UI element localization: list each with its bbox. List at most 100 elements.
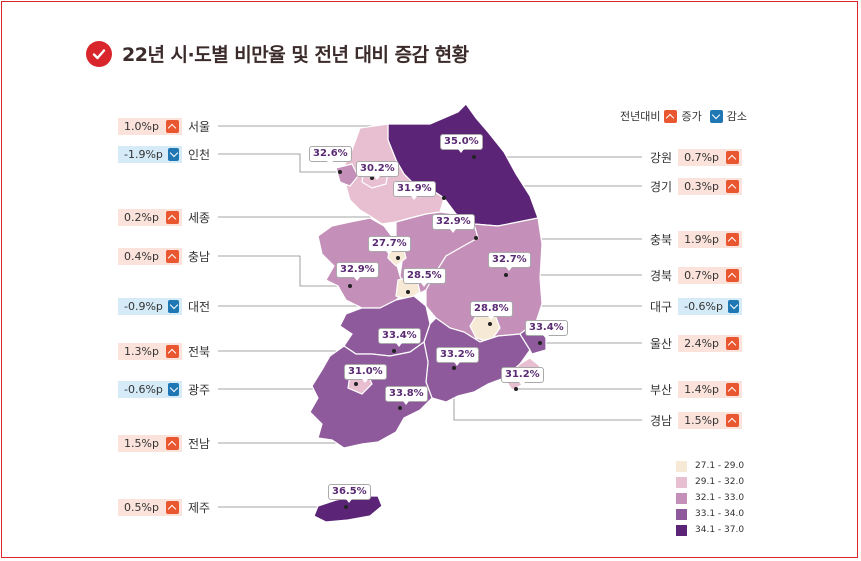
region-name: 울산: [650, 336, 673, 351]
dot-chungbuk: [474, 236, 478, 240]
change-item: 울산 2.4%p: [650, 334, 743, 352]
dot-seoul: [370, 176, 374, 180]
region-value-label: 33.2%: [436, 347, 479, 366]
region-value-label: 27.7%: [368, 236, 411, 255]
change-item: -0.9%p 대전: [118, 297, 210, 315]
change-item: 0.4%p 충남: [118, 247, 210, 265]
change-item: 0.2%p 세종: [118, 208, 210, 226]
increase-arrow-icon: [166, 210, 179, 224]
change-badge: -1.9%p: [118, 145, 182, 163]
region-value-label: 32.9%: [432, 214, 475, 233]
page-title-text: 22년 시·도별 비만율 및 전년 대비 증감 현황: [122, 44, 469, 66]
change-badge: 0.5%p: [118, 498, 182, 516]
change-value: 0.7%p: [684, 150, 720, 164]
increase-arrow-icon: [664, 109, 678, 123]
region-value-label: 32.7%: [488, 252, 531, 271]
increase-arrow-icon: [726, 336, 740, 350]
scale-row: 32.1 - 33.0: [676, 490, 744, 506]
change-value: 1.5%p: [124, 436, 159, 450]
dot-daegu: [488, 322, 492, 326]
dot-gangwon: [472, 155, 476, 159]
increase-arrow-icon: [166, 436, 179, 450]
region-name: 경남: [650, 413, 673, 428]
scale-row: 34.1 - 37.0: [676, 522, 744, 538]
dot-jeju: [344, 505, 348, 509]
decrease-arrow-icon: [167, 382, 179, 396]
region-name: 경북: [650, 268, 673, 283]
scale-range: 33.1 - 34.0: [695, 509, 745, 519]
region-name: 대구: [650, 299, 673, 314]
change-value: 2.4%p: [684, 336, 720, 350]
decrease-arrow-icon: [709, 109, 723, 123]
decrease-arrow-icon: [167, 299, 179, 313]
dot-chungnam: [348, 284, 352, 288]
change-item: 1.3%p 전북: [118, 342, 210, 360]
region-incheon: [335, 163, 359, 187]
change-badge: -0.9%p: [118, 297, 182, 315]
region-value-label: 35.0%: [440, 134, 483, 153]
scale-range: 32.1 - 33.0: [695, 493, 745, 503]
change-value: 1.5%p: [684, 413, 720, 427]
region-name: 서울: [188, 119, 211, 134]
region-name: 제주: [188, 500, 211, 515]
region-value-label: 28.8%: [470, 301, 513, 320]
scale-swatch: [676, 492, 687, 504]
change-legend: 전년대비 증가 감소: [620, 108, 747, 124]
change-badge: 0.2%p: [118, 208, 182, 226]
scale-range: 34.1 - 37.0: [695, 525, 745, 535]
change-badge: 1.5%p: [118, 434, 182, 452]
scale-swatch: [676, 476, 687, 488]
change-value: -0.6%p: [124, 382, 163, 396]
change-badge: 0.7%p: [678, 266, 743, 284]
change-value: 0.2%p: [124, 210, 159, 224]
change-badge: 0.7%p: [678, 148, 743, 166]
decrease-arrow-icon: [167, 147, 179, 161]
change-value: -0.9%p: [124, 299, 163, 313]
dot-sejong: [396, 256, 400, 260]
region-value-label: 31.0%: [344, 364, 387, 383]
region-value-label: 30.2%: [356, 161, 399, 180]
increase-label: 증가: [681, 110, 702, 123]
region-value-label: 28.5%: [403, 268, 446, 287]
change-item: 대구 -0.6%p: [650, 297, 743, 315]
region-value-label: 36.5%: [328, 484, 371, 503]
scale-range: 29.1 - 32.0: [695, 477, 745, 487]
region-name: 광주: [188, 382, 211, 397]
dot-daejeon: [406, 290, 410, 294]
dot-incheon: [338, 170, 342, 174]
change-value: 1.4%p: [684, 382, 720, 396]
change-item: 0.5%p 제주: [118, 498, 210, 516]
change-item: 경기 0.3%p: [650, 177, 743, 195]
change-legend-label: 전년대비: [620, 110, 661, 123]
region-value-label: 31.9%: [393, 181, 436, 200]
scale-swatch: [676, 508, 687, 520]
region-name: 부산: [650, 382, 673, 397]
change-item: -0.6%p 광주: [118, 380, 210, 398]
region-value-label: 33.4%: [378, 328, 421, 347]
change-value: 0.4%p: [124, 249, 159, 263]
scale-row: 29.1 - 32.0: [676, 474, 744, 490]
scale-row: 27.1 - 29.0: [676, 458, 744, 474]
region-name: 대전: [188, 299, 211, 314]
change-item: 충북 1.9%p: [650, 230, 743, 248]
region-value-label: 31.2%: [501, 367, 544, 386]
dot-gwangju: [354, 382, 358, 386]
change-item: -1.9%p 인천: [118, 145, 210, 163]
change-item: 1.0%p 서울: [118, 117, 210, 135]
check-icon: [86, 40, 112, 67]
region-value-label: 33.8%: [385, 386, 428, 405]
scale-range: 27.1 - 29.0: [695, 461, 745, 471]
region-name: 인천: [188, 147, 211, 162]
change-value: -1.9%p: [124, 147, 163, 161]
change-item: 경북 0.7%p: [650, 266, 743, 284]
scale-swatch: [676, 524, 687, 536]
region-name: 강원: [650, 150, 673, 165]
region-name: 충남: [188, 249, 211, 264]
region-value-label: 32.9%: [336, 262, 379, 281]
increase-arrow-icon: [166, 344, 179, 358]
change-value: 1.9%p: [684, 232, 720, 246]
change-badge: 1.0%p: [118, 117, 182, 135]
leader-line-incheon: [218, 153, 338, 173]
leader-line-chungnam: [218, 255, 350, 287]
dot-ulsan: [538, 341, 542, 345]
